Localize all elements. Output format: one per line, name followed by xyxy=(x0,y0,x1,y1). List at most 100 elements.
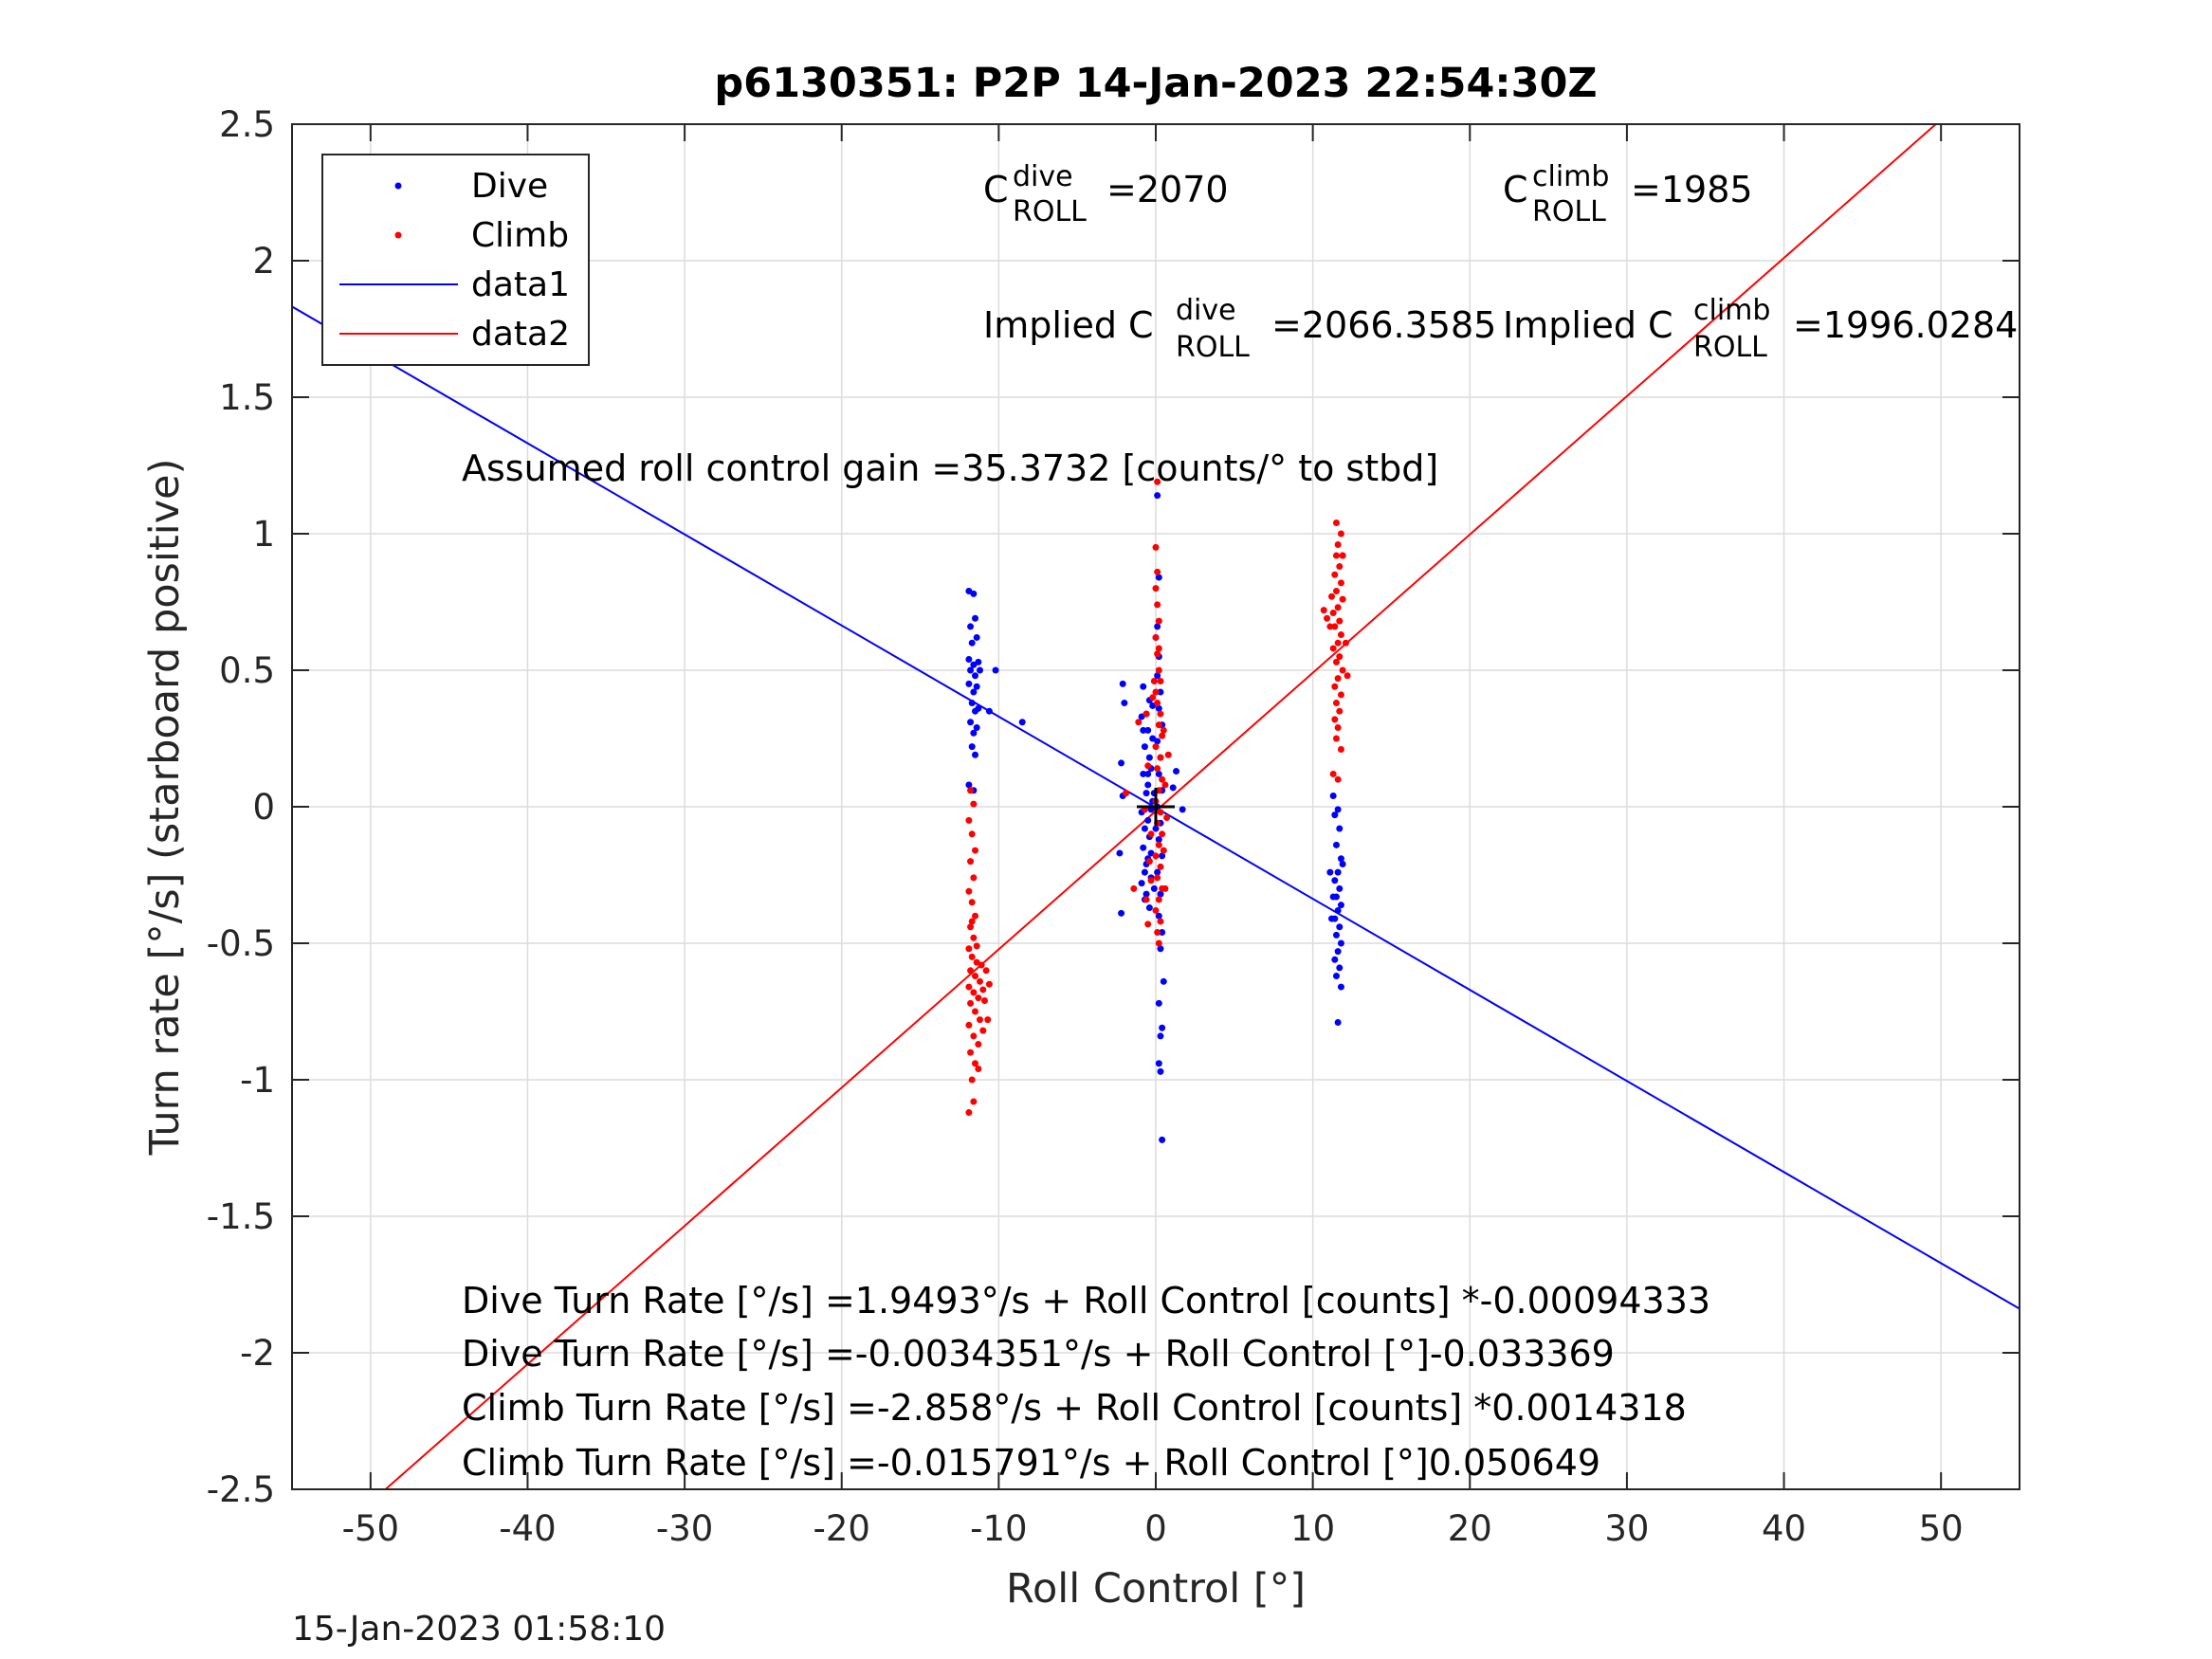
legend-dive-label: Dive xyxy=(471,167,548,206)
climb-point xyxy=(1163,814,1171,822)
dive-point xyxy=(967,623,975,630)
dive-point xyxy=(1155,574,1162,581)
climb-point xyxy=(1152,688,1160,696)
climb-point xyxy=(1331,623,1339,630)
climb-point xyxy=(1337,691,1344,699)
x-axis-label: Roll Control [°] xyxy=(1006,1565,1306,1613)
scatter-points xyxy=(965,478,1351,1143)
dive-point xyxy=(1331,956,1339,963)
dive-point xyxy=(1337,902,1344,909)
climb-point xyxy=(976,977,983,985)
dive-point xyxy=(1334,906,1342,914)
dive-point xyxy=(967,666,975,674)
implied-climb-sup: climb xyxy=(1693,294,1770,327)
climb-point xyxy=(1332,587,1340,594)
dive-point xyxy=(1154,492,1161,500)
climb-point xyxy=(1157,710,1164,718)
climb-point xyxy=(965,945,973,953)
climb-point xyxy=(1159,775,1166,783)
climb-point xyxy=(978,961,985,969)
climb-point xyxy=(1331,716,1339,723)
climb-point xyxy=(1157,678,1164,685)
climb-point xyxy=(1329,645,1337,652)
climb-point xyxy=(1152,852,1160,860)
climb-point xyxy=(1143,710,1150,718)
climb-point xyxy=(1331,571,1339,578)
climb-point xyxy=(980,996,988,1004)
legend-dive-marker xyxy=(394,182,402,190)
climb-point xyxy=(1161,781,1169,789)
chart-title: p6130351: P2P 14-Jan-2023 22:54:30Z xyxy=(714,60,1597,107)
dive-point xyxy=(1157,890,1164,898)
dive-point xyxy=(1332,973,1340,980)
dive-point xyxy=(1157,688,1164,696)
c-dive-sub: ROLL xyxy=(1013,195,1087,228)
dive-point xyxy=(1141,743,1148,751)
climb-point xyxy=(1154,478,1161,485)
origin-crosshair xyxy=(1137,788,1175,826)
dive-point xyxy=(1173,768,1180,775)
x-tick-label: 0 xyxy=(1144,1508,1167,1549)
dive-point xyxy=(1334,806,1342,813)
c-dive-value: =2070 xyxy=(1106,169,1229,210)
dive-point xyxy=(972,672,979,680)
dive-point xyxy=(1121,700,1128,707)
climb-point xyxy=(970,800,978,808)
dive-point xyxy=(1337,855,1344,863)
climb-point xyxy=(1331,683,1339,690)
climb-point xyxy=(1334,675,1342,683)
c-climb-sub: ROLL xyxy=(1532,195,1606,228)
climb-point xyxy=(1143,896,1150,903)
climb-point xyxy=(1320,607,1327,614)
dive-point xyxy=(1337,983,1344,991)
dive-point xyxy=(973,633,980,641)
climb-point xyxy=(1334,604,1342,611)
climb-point xyxy=(1329,770,1337,777)
climb-point xyxy=(970,1032,978,1040)
climb-point xyxy=(1152,743,1160,751)
climb-point xyxy=(1337,746,1344,754)
climb-point xyxy=(1344,672,1351,680)
dive-point xyxy=(1337,939,1344,947)
legend-data1-label: data1 xyxy=(471,265,570,304)
climb-point xyxy=(1328,592,1336,600)
climb-point xyxy=(1157,754,1164,761)
y-tick-label: -1.5 xyxy=(207,1196,275,1237)
y-tick-label: 1.5 xyxy=(219,377,275,418)
climb-point xyxy=(1164,751,1172,758)
dive-point xyxy=(972,614,979,622)
dive-point xyxy=(1118,909,1125,917)
equation-climb-degrees: Climb Turn Rate [°/s] =-0.015791°/s + Ro… xyxy=(462,1442,1600,1484)
climb-point xyxy=(967,787,975,794)
climb-point xyxy=(973,942,980,950)
c-climb-value: =1985 xyxy=(1631,169,1753,210)
climb-point xyxy=(1326,623,1334,630)
climb-point xyxy=(1339,666,1346,674)
dive-point xyxy=(1154,868,1161,876)
dive-point xyxy=(1145,754,1153,761)
climb-point xyxy=(1336,707,1344,715)
y-tick-labels: -2.5 -2 -1.5 -1 -0.5 0 0.5 1 1.5 2 2.5 xyxy=(207,104,275,1510)
dive-point xyxy=(1159,928,1166,936)
c-dive-annotation: C dive ROLL =2070 xyxy=(983,160,1229,228)
y-axis-label: Turn rate [°/s] (starboard positive) xyxy=(141,459,189,1157)
dive-point xyxy=(968,639,976,647)
legend-climb-label: Climb xyxy=(471,216,569,255)
dive-point xyxy=(965,655,973,663)
climb-point xyxy=(1154,700,1161,707)
climb-point xyxy=(1154,874,1161,882)
climb-point xyxy=(968,918,976,925)
y-tick-label: 2 xyxy=(252,241,275,282)
climb-point xyxy=(1152,633,1160,641)
climb-point xyxy=(1334,639,1342,647)
implied-dive-prefix: Implied C xyxy=(983,304,1154,346)
dive-point xyxy=(1145,904,1153,912)
dive-point xyxy=(1157,1067,1164,1075)
dive-point xyxy=(972,751,979,758)
dive-point xyxy=(1336,964,1344,972)
climb-point xyxy=(1336,653,1344,661)
climb-point xyxy=(1155,841,1162,848)
climb-point xyxy=(1332,735,1340,742)
dive-point xyxy=(1160,977,1167,985)
